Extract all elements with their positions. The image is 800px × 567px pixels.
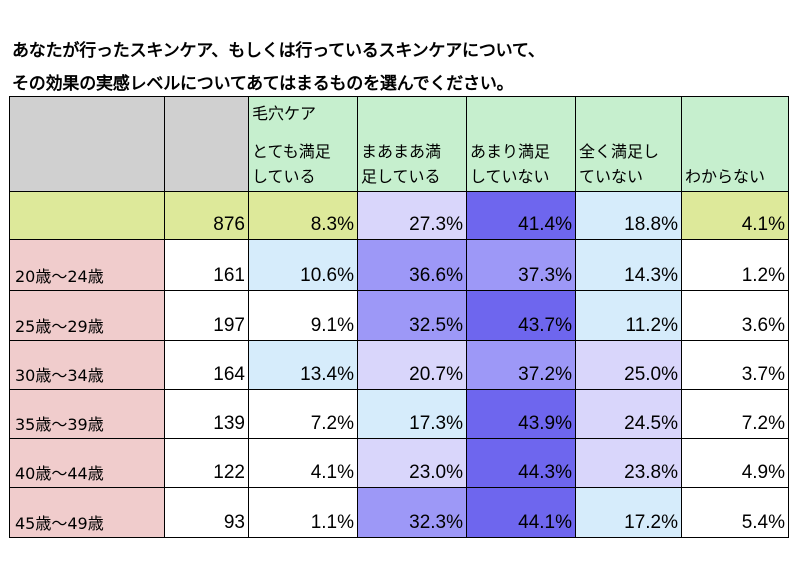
percentage-cell: 11.2%: [576, 291, 682, 341]
survey-table: とても満足 している まあまあ満 足している あまり満足 していない 全く満足し ていない わか…: [9, 96, 789, 538]
percentage-cell: 4.9%: [682, 439, 789, 488]
row-label-total: [9, 192, 165, 240]
chart-title-line-1: あなたが行ったスキンケア、もしくは行っているスキンケアについて、: [12, 41, 545, 61]
column-header-line1: とても満足: [252, 142, 331, 161]
percentage-cell: 4.1%: [249, 439, 358, 488]
column-header-5: わからない: [682, 96, 789, 192]
column-header-line2: している: [252, 167, 316, 186]
percentage-cell: 17.2%: [576, 488, 682, 538]
sample-size-cell: 161: [165, 240, 249, 291]
column-header-line1: あまり満足: [470, 142, 551, 161]
percentage-cell: 44.1%: [467, 488, 576, 538]
percentage-cell: 43.9%: [467, 390, 576, 439]
row-label-age: 25歳～29歳: [9, 291, 165, 341]
percentage-cell: 1.2%: [682, 240, 789, 291]
column-header-1: とても満足 している: [249, 96, 358, 192]
percentage-cell: 14.3%: [576, 240, 682, 291]
percentage-cell: 27.3%: [358, 192, 467, 240]
percentage-cell: 24.5%: [576, 390, 682, 439]
percentage-cell: 7.2%: [682, 390, 789, 439]
percentage-cell: 3.6%: [682, 291, 789, 341]
column-header-line2: していない: [470, 167, 550, 186]
sample-size-cell: 122: [165, 439, 249, 488]
group-header-pore-care: 毛穴ケア: [252, 104, 317, 123]
sample-size-cell: 164: [165, 341, 249, 390]
column-header-line1: まあまあ満: [361, 142, 442, 161]
chart-title-line-2: その効果の実感レベルについてあてはまるものを選んでください。: [12, 74, 514, 94]
column-header-line2: ていない: [579, 167, 644, 186]
column-header-2: まあまあ満足している: [358, 96, 467, 192]
column-header-3: あまり満足していない: [467, 96, 576, 192]
percentage-cell: 13.4%: [249, 341, 358, 390]
sample-size-cell: 93: [165, 488, 249, 538]
header-blank-label: [9, 96, 165, 192]
sample-size-cell: 139: [165, 390, 249, 439]
row-label-age: 35歳～39歳: [9, 390, 165, 439]
percentage-cell: 37.2%: [467, 341, 576, 390]
percentage-cell: 9.1%: [249, 291, 358, 341]
sample-size-cell: 876: [165, 192, 249, 240]
percentage-cell: 3.7%: [682, 341, 789, 390]
percentage-cell: 44.3%: [467, 439, 576, 488]
percentage-cell: 1.1%: [249, 488, 358, 538]
sample-size-cell: 197: [165, 291, 249, 341]
percentage-cell: 32.3%: [358, 488, 467, 538]
percentage-cell: 4.1%: [682, 192, 789, 240]
percentage-cell: 5.4%: [682, 488, 789, 538]
percentage-cell: 18.8%: [576, 192, 682, 240]
percentage-cell: 23.0%: [358, 439, 467, 488]
column-header-4: 全く満足し ていない: [576, 96, 682, 192]
percentage-cell: 43.7%: [467, 291, 576, 341]
percentage-cell: 25.0%: [576, 341, 682, 390]
column-header-line1: 全く満足し: [579, 142, 660, 161]
row-label-age: 45歳～49歳: [9, 488, 165, 538]
percentage-cell: 41.4%: [467, 192, 576, 240]
percentage-cell: 32.5%: [358, 291, 467, 341]
percentage-cell: 36.6%: [358, 240, 467, 291]
percentage-cell: 8.3%: [249, 192, 358, 240]
percentage-cell: 23.8%: [576, 439, 682, 488]
percentage-cell: 20.7%: [358, 341, 467, 390]
row-label-age: 30歳～34歳: [9, 341, 165, 390]
header-blank-n: [165, 96, 249, 192]
percentage-cell: 10.6%: [249, 240, 358, 291]
percentage-cell: 37.3%: [467, 240, 576, 291]
column-header-line2: わからない: [685, 167, 766, 186]
column-header-line2: 足している: [361, 167, 441, 186]
row-label-age: 20歳～24歳: [9, 240, 165, 291]
percentage-cell: 17.3%: [358, 390, 467, 439]
row-label-age: 40歳～44歳: [9, 439, 165, 488]
percentage-cell: 7.2%: [249, 390, 358, 439]
